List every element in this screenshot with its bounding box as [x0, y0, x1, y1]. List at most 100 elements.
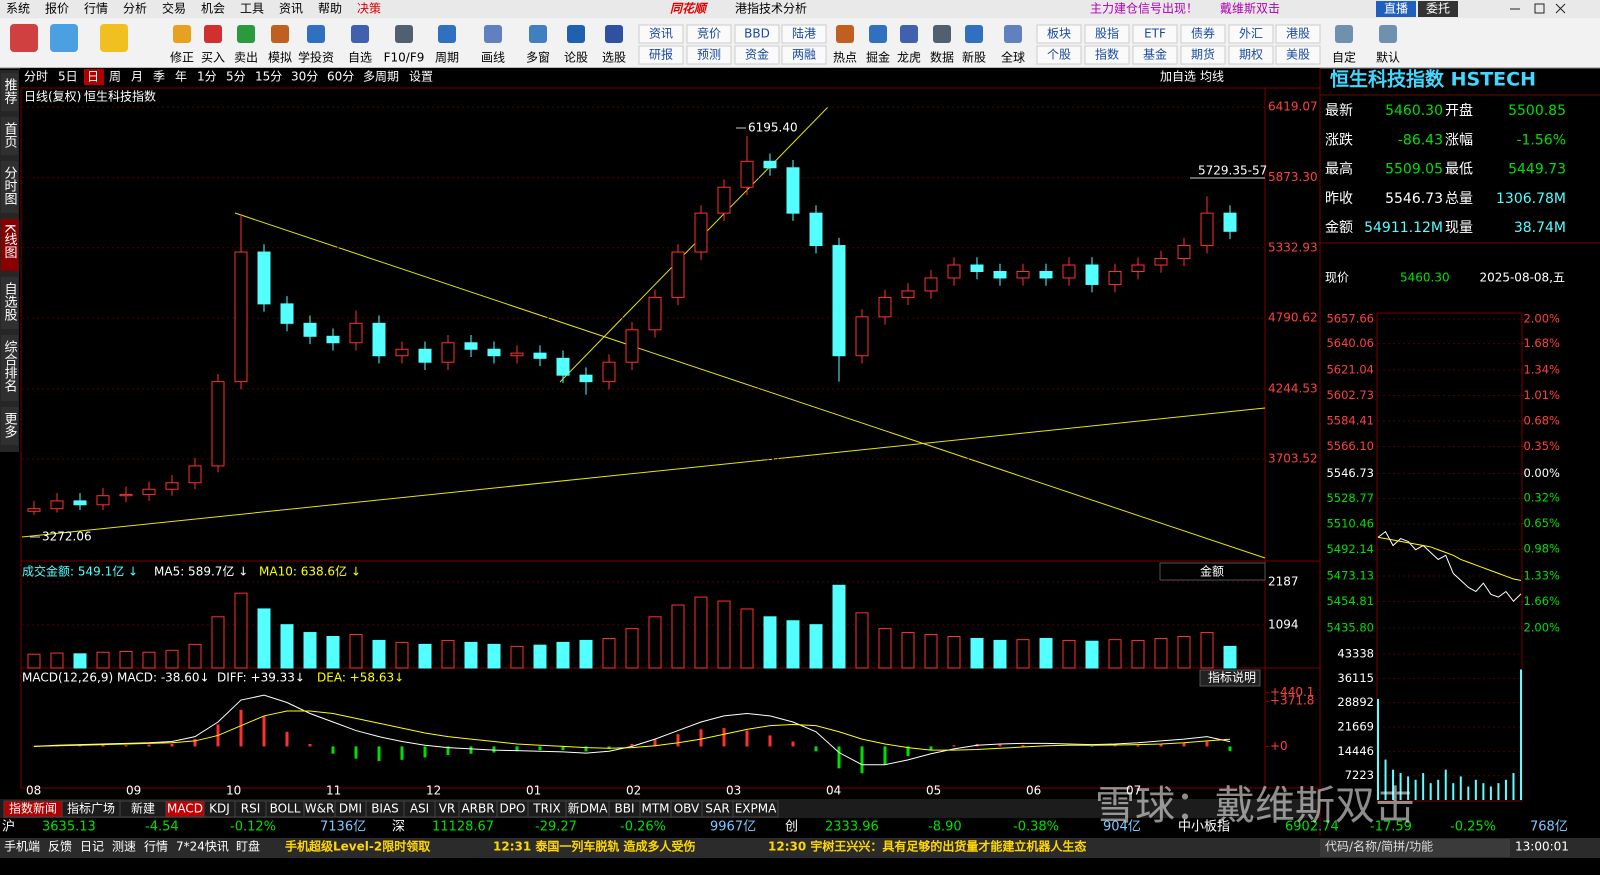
- toolbar-button[interactable]: [1228, 45, 1274, 65]
- menu-item[interactable]: 资讯: [279, 2, 303, 16]
- side-tab-label[interactable]: 推荐: [2, 78, 18, 104]
- toolbar-button[interactable]: [1275, 24, 1321, 44]
- toolbar-label[interactable]: 画线: [481, 51, 505, 65]
- toolbar-button[interactable]: [1132, 24, 1178, 44]
- close[interactable]: [1555, 3, 1566, 14]
- toolbar-button[interactable]: [734, 45, 780, 65]
- indicator-tab-label[interactable]: TRIX: [532, 802, 560, 816]
- toolbar-button[interactable]: [781, 24, 827, 44]
- toolbar-button[interactable]: [1275, 45, 1321, 65]
- toolbar-label[interactable]: F10/F9: [384, 51, 425, 65]
- period-tab[interactable]: 日: [87, 70, 99, 84]
- indicator-tab-label[interactable]: SAR: [705, 802, 729, 816]
- toolbar-button[interactable]: [1180, 45, 1226, 65]
- toolbar-label[interactable]: 选股: [602, 51, 626, 65]
- menu-item[interactable]: 决策: [357, 2, 381, 16]
- toolbar-button[interactable]: [638, 45, 684, 65]
- toolbar-icon[interactable]: [869, 25, 887, 43]
- period-tool[interactable]: 均线: [1200, 70, 1224, 84]
- side-tab[interactable]: [1, 117, 18, 155]
- menu-item[interactable]: 报价: [45, 1, 69, 16]
- search-placeholder[interactable]: 代码/名称/简拼/功能: [1325, 839, 1433, 854]
- indicator-tab-label[interactable]: VR: [439, 802, 456, 816]
- period-tab[interactable]: 15分: [255, 70, 282, 84]
- toolbar-button[interactable]: [734, 24, 780, 44]
- period-tab[interactable]: 60分: [327, 70, 354, 84]
- indicator-tab-label[interactable]: RSI: [241, 802, 261, 816]
- indicator-tab-label[interactable]: DPO: [500, 802, 526, 816]
- period-tab[interactable]: 5分: [226, 70, 246, 84]
- toolbar-label[interactable]: 新股: [962, 50, 986, 65]
- toolbar-icon[interactable]: [307, 25, 325, 43]
- volume-selector[interactable]: 金额: [1200, 564, 1224, 579]
- menu-item[interactable]: 工具: [240, 2, 264, 16]
- indicator-tab-label[interactable]: 指标广场: [67, 801, 115, 816]
- indicator-tab-label[interactable]: ASI: [410, 802, 429, 816]
- toolbar-icon[interactable]: [50, 24, 78, 52]
- top-button-label[interactable]: 委托: [1426, 2, 1450, 16]
- toolbar-button-label[interactable]: 两融: [792, 48, 816, 62]
- indicator-tab-label[interactable]: EXPMA: [735, 802, 777, 816]
- side-tab-label[interactable]: 综合排名: [2, 340, 18, 392]
- toolbar-label[interactable]: 模拟: [268, 51, 292, 65]
- toolbar-icon[interactable]: [529, 25, 547, 43]
- toolbar-button-label[interactable]: 竞价: [697, 27, 721, 41]
- status-news[interactable]: 12:31 泰国一列车脱轨 造成多人受伤: [493, 839, 696, 854]
- side-tab-label[interactable]: 更多: [2, 412, 18, 438]
- toolbar-button[interactable]: [1084, 45, 1130, 65]
- side-tab-label[interactable]: 首页: [2, 122, 18, 148]
- indicator-tab-label[interactable]: 新DMA: [568, 801, 609, 816]
- toolbar-label[interactable]: 默认: [1376, 50, 1400, 65]
- toolbar-icon[interactable]: [10, 24, 38, 52]
- toolbar-label[interactable]: 多窗: [526, 51, 550, 65]
- toolbar-button-label[interactable]: 预测: [697, 48, 721, 62]
- period-tab[interactable]: 30分: [291, 70, 318, 84]
- toolbar-button-label[interactable]: 指数: [1095, 47, 1119, 62]
- menu-item[interactable]: 机会: [201, 2, 225, 16]
- toolbar-icon[interactable]: [237, 25, 255, 43]
- indicator-tab-label[interactable]: BOLL: [270, 802, 301, 816]
- indicator-tab-label[interactable]: BBI: [614, 802, 634, 816]
- toolbar-icon[interactable]: [900, 25, 918, 43]
- toolbar-button-label[interactable]: 板块: [1047, 27, 1071, 41]
- period-tab[interactable]: 周: [109, 70, 121, 84]
- toolbar-icon[interactable]: [605, 25, 623, 43]
- toolbar-button-label[interactable]: 外汇: [1239, 27, 1263, 41]
- toolbar-button[interactable]: [638, 24, 684, 44]
- toolbar-label[interactable]: 掘金: [866, 50, 890, 65]
- toolbar-icon[interactable]: [351, 25, 369, 43]
- menu-item[interactable]: 分析: [123, 2, 147, 16]
- toolbar-label[interactable]: 自定: [1332, 50, 1356, 65]
- toolbar-icon[interactable]: [100, 24, 128, 52]
- indicator-tab[interactable]: [732, 800, 779, 818]
- indicator-tab-label[interactable]: ARBR: [461, 802, 494, 816]
- indicator-tab-label[interactable]: 新建: [131, 801, 155, 816]
- indicator-tab-label[interactable]: W&R: [305, 802, 335, 816]
- toolbar-button-label[interactable]: 资金: [745, 47, 769, 62]
- status-tool[interactable]: 7*24快讯: [176, 840, 229, 854]
- indicator-tab-label[interactable]: DMI: [339, 802, 362, 816]
- toolbar-button-label[interactable]: 陆港: [792, 26, 816, 41]
- indicator-help[interactable]: 指标说明: [1208, 670, 1256, 685]
- toolbar-button[interactable]: [686, 45, 732, 65]
- side-tab[interactable]: [1, 277, 18, 329]
- top-button-label[interactable]: 直播: [1384, 2, 1408, 16]
- toolbar-button-label[interactable]: 美股: [1286, 48, 1310, 62]
- toolbar-button[interactable]: [1084, 24, 1130, 44]
- period-tab[interactable]: 分时: [24, 70, 48, 84]
- period-tab[interactable]: 季: [153, 70, 165, 84]
- status-tool[interactable]: 反馈: [48, 840, 72, 854]
- indicator-tab-label[interactable]: KDJ: [209, 802, 230, 816]
- promo-link[interactable]: 戴维斯双击: [1220, 1, 1280, 16]
- toolbar-label[interactable]: 龙虎: [897, 51, 921, 65]
- status-tool[interactable]: 测速: [112, 840, 136, 854]
- toolbar-icon[interactable]: [1335, 25, 1353, 43]
- toolbar-button[interactable]: [1180, 24, 1226, 44]
- selector-box[interactable]: [1159, 562, 1266, 581]
- toolbar-button-label[interactable]: 个股: [1047, 48, 1071, 62]
- toolbar-button[interactable]: [1036, 45, 1082, 65]
- toolbar-button-label[interactable]: 股指: [1095, 26, 1119, 41]
- period-tool[interactable]: 加自选: [1160, 70, 1196, 84]
- menu-item[interactable]: 行情: [84, 2, 108, 16]
- side-tab[interactable]: [1, 407, 18, 445]
